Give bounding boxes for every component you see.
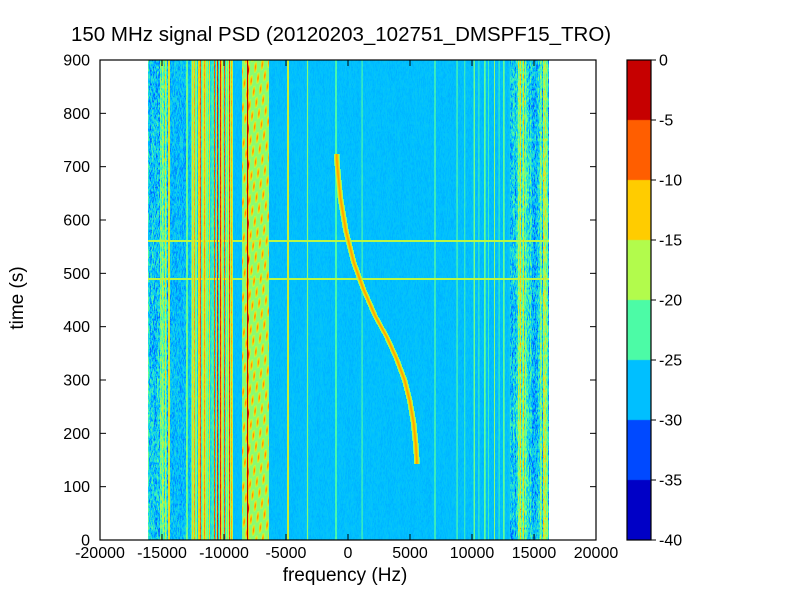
svg-text:frequency (Hz): frequency (Hz) <box>283 565 408 586</box>
svg-text:-35: -35 <box>659 473 682 490</box>
svg-text:-30: -30 <box>659 413 682 430</box>
svg-text:-40: -40 <box>659 533 682 550</box>
svg-text:700: 700 <box>63 159 90 176</box>
svg-text:150 MHz signal PSD (20120203_1: 150 MHz signal PSD (20120203_102751_DMSP… <box>71 23 611 46</box>
svg-text:400: 400 <box>63 319 90 336</box>
svg-text:-15: -15 <box>659 233 682 250</box>
svg-text:0: 0 <box>81 533 90 550</box>
svg-text:-5000: -5000 <box>266 545 307 562</box>
svg-text:20000: 20000 <box>574 545 619 562</box>
svg-text:500: 500 <box>63 266 90 283</box>
svg-text:0: 0 <box>659 53 668 70</box>
svg-text:100: 100 <box>63 479 90 496</box>
svg-text:900: 900 <box>63 53 90 70</box>
svg-text:5000: 5000 <box>392 545 428 562</box>
svg-text:-20: -20 <box>659 293 682 310</box>
svg-text:800: 800 <box>63 106 90 123</box>
svg-text:600: 600 <box>63 213 90 230</box>
svg-text:-25: -25 <box>659 353 682 370</box>
svg-text:time (s): time (s) <box>7 266 28 329</box>
svg-text:-5: -5 <box>659 113 673 130</box>
svg-text:300: 300 <box>63 373 90 390</box>
svg-text:15000: 15000 <box>512 545 557 562</box>
svg-text:-15000: -15000 <box>137 545 187 562</box>
svg-text:200: 200 <box>63 426 90 443</box>
svg-text:-10000: -10000 <box>199 545 249 562</box>
svg-text:0: 0 <box>344 545 353 562</box>
svg-text:10000: 10000 <box>450 545 495 562</box>
svg-text:-10: -10 <box>659 173 682 190</box>
